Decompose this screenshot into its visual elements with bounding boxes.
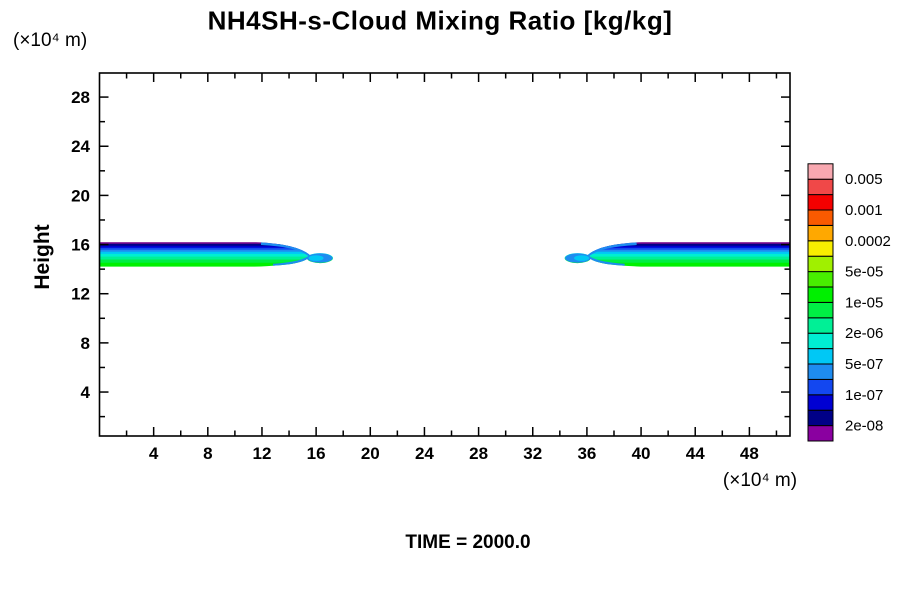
svg-text:20: 20 <box>361 444 380 463</box>
svg-text:8: 8 <box>81 334 90 353</box>
svg-text:28: 28 <box>71 88 90 107</box>
time-label: TIME = 2000.0 <box>405 532 531 553</box>
svg-text:5e-05: 5e-05 <box>845 264 883 281</box>
svg-text:24: 24 <box>71 137 90 156</box>
svg-text:40: 40 <box>632 444 651 463</box>
svg-text:48: 48 <box>740 444 759 463</box>
svg-text:24: 24 <box>415 444 434 463</box>
chart-title: NH4SH-s-Cloud Mixing Ratio [kg/kg] <box>207 5 673 36</box>
svg-text:1e-07: 1e-07 <box>845 387 883 404</box>
x-axis-unit-label: (×10⁴ m) <box>722 470 798 491</box>
svg-text:8: 8 <box>203 444 212 463</box>
svg-text:16: 16 <box>71 236 90 255</box>
svg-text:12: 12 <box>253 444 272 463</box>
svg-text:2e-08: 2e-08 <box>845 418 883 435</box>
svg-text:32: 32 <box>523 444 542 463</box>
svg-text:0.005: 0.005 <box>845 171 883 188</box>
svg-text:0.001: 0.001 <box>845 202 883 219</box>
svg-text:0.0002: 0.0002 <box>845 233 891 250</box>
svg-text:20: 20 <box>71 186 90 205</box>
svg-text:44: 44 <box>686 444 705 463</box>
svg-text:4: 4 <box>149 444 159 463</box>
svg-text:28: 28 <box>469 444 488 463</box>
y-axis-unit-label: (×10⁴ m) <box>13 30 88 51</box>
svg-text:2e-06: 2e-06 <box>845 325 883 342</box>
svg-text:36: 36 <box>577 444 596 463</box>
svg-text:12: 12 <box>71 285 90 304</box>
svg-text:1e-05: 1e-05 <box>845 294 883 311</box>
svg-text:4: 4 <box>81 383 91 402</box>
svg-text:5e-07: 5e-07 <box>845 356 883 373</box>
svg-text:16: 16 <box>307 444 326 463</box>
